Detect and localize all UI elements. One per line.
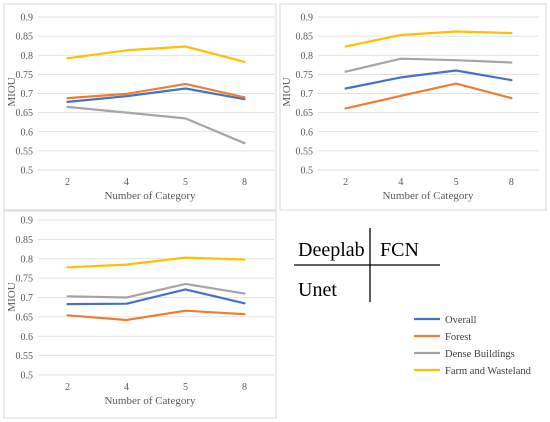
y-tick-label: 0.9 bbox=[301, 13, 314, 24]
series-lines bbox=[344, 30, 513, 110]
y-tick-label: 0.5 bbox=[21, 166, 34, 177]
series-line-forest bbox=[66, 82, 246, 100]
legend-label: Forest bbox=[445, 332, 471, 343]
y-tick-label: 0.5 bbox=[301, 166, 314, 177]
series-line-forest bbox=[344, 82, 513, 110]
model-key-table: Deeplab FCN Unet bbox=[294, 228, 440, 302]
series-line-farm-and-wasteland bbox=[66, 256, 246, 269]
series-line-overall bbox=[66, 87, 246, 104]
y-tick-label: 0.55 bbox=[296, 146, 314, 157]
series-line-farm-and-wasteland bbox=[344, 30, 513, 48]
y-tick-label: 0.55 bbox=[16, 351, 34, 362]
x-tick-labels: 2 4 5 8 bbox=[65, 382, 247, 393]
y-tick-label: 0.75 bbox=[16, 70, 34, 81]
series-line-overall bbox=[66, 288, 246, 306]
y-tick-label: 0.5 bbox=[21, 371, 34, 382]
legend-item: Overall bbox=[414, 315, 477, 326]
series-line-overall bbox=[344, 69, 513, 90]
chart-fcn: 0.9 0.85 0.8 0.75 0.7 0.65 0.6 0.55 0.5 2 4 5 8 MIO… bbox=[279, 3, 547, 211]
y-tick-labels: 0.9 0.85 0.8 0.75 0.7 0.65 0.6 0.55 0.5 bbox=[296, 13, 314, 177]
y-tick-label: 0.55 bbox=[16, 146, 34, 157]
y-tick-label: 0.85 bbox=[16, 235, 34, 246]
legend-label: Overall bbox=[445, 315, 477, 326]
y-tick-label: 0.75 bbox=[16, 274, 34, 285]
y-tick-label: 0.65 bbox=[16, 312, 34, 323]
x-tick-label: 2 bbox=[65, 177, 70, 188]
x-axis-label: Number of Category bbox=[104, 190, 196, 202]
legend-label: Farm and Wasteland bbox=[445, 366, 532, 377]
y-tick-label: 0.7 bbox=[21, 293, 34, 304]
series-line-forest bbox=[66, 309, 246, 322]
y-tick-label: 0.65 bbox=[296, 108, 314, 119]
legend-item: Farm and Wasteland bbox=[414, 366, 532, 377]
y-axis-label: MIOU bbox=[6, 282, 18, 311]
y-tick-label: 0.8 bbox=[21, 51, 34, 62]
x-tick-label: 5 bbox=[454, 177, 459, 188]
series-line-dense-buildings bbox=[66, 282, 246, 299]
chart-frame bbox=[3, 3, 277, 211]
y-tick-label: 0.6 bbox=[21, 332, 34, 343]
x-tick-label: 4 bbox=[398, 177, 403, 188]
series-line-dense-buildings bbox=[66, 105, 246, 145]
y-tick-label: 0.9 bbox=[21, 216, 34, 227]
x-tick-label: 5 bbox=[183, 382, 188, 393]
gridlines bbox=[38, 16, 274, 171]
y-tick-label: 0.8 bbox=[301, 51, 314, 62]
series-lines bbox=[66, 45, 246, 145]
y-tick-labels: 0.9 0.85 0.8 0.75 0.7 0.65 0.6 0.55 0.5 bbox=[16, 13, 34, 177]
x-axis-label: Number of Category bbox=[382, 190, 474, 202]
y-tick-label: 0.6 bbox=[301, 127, 314, 138]
legend-item: Forest bbox=[414, 332, 471, 343]
series-line-dense-buildings bbox=[344, 57, 513, 73]
y-axis-label: MIOU bbox=[6, 77, 18, 106]
chart-frame bbox=[279, 3, 547, 211]
x-tick-label: 2 bbox=[343, 177, 348, 188]
series-lines bbox=[66, 256, 246, 322]
x-tick-label: 8 bbox=[242, 382, 247, 393]
y-tick-labels: 0.9 0.85 0.8 0.75 0.7 0.65 0.6 0.55 0.5 bbox=[16, 216, 34, 382]
table-cell-deeplab: Deeplab bbox=[298, 239, 365, 261]
table-cell-fcn: FCN bbox=[380, 239, 419, 261]
gridlines bbox=[318, 16, 539, 171]
y-tick-label: 0.75 bbox=[296, 70, 314, 81]
chart-deeplab: 0.9 0.85 0.8 0.75 0.7 0.65 0.6 0.55 0.5 2 4 5 8 MIO… bbox=[3, 3, 277, 211]
legend: Overall Forest Dense Buildings Farm and … bbox=[414, 315, 532, 377]
chart-unet: 0.9 0.85 0.8 0.75 0.7 0.65 0.6 0.55 0.5 2 4 5 8 MIO… bbox=[3, 210, 277, 419]
table-cell-unet: Unet bbox=[298, 279, 337, 301]
chart-frame bbox=[3, 210, 277, 419]
y-tick-label: 0.85 bbox=[16, 32, 34, 43]
x-axis-label: Number of Category bbox=[104, 395, 196, 407]
y-tick-label: 0.85 bbox=[296, 32, 314, 43]
y-axis-label: MIOU bbox=[281, 77, 293, 106]
y-tick-label: 0.65 bbox=[16, 108, 34, 119]
x-tick-label: 4 bbox=[124, 382, 129, 393]
y-tick-label: 0.7 bbox=[301, 89, 314, 100]
x-tick-labels: 2 4 5 8 bbox=[343, 177, 514, 188]
legend-item: Dense Buildings bbox=[414, 349, 515, 360]
series-line-farm-and-wasteland bbox=[66, 45, 246, 63]
y-tick-label: 0.6 bbox=[21, 127, 34, 138]
y-tick-label: 0.9 bbox=[21, 13, 34, 24]
x-tick-label: 8 bbox=[242, 177, 247, 188]
y-tick-label: 0.8 bbox=[21, 254, 34, 265]
legend-label: Dense Buildings bbox=[445, 349, 515, 360]
x-tick-label: 4 bbox=[124, 177, 129, 188]
x-tick-label: 8 bbox=[509, 177, 514, 188]
x-tick-label: 5 bbox=[183, 177, 188, 188]
x-tick-labels: 2 4 5 8 bbox=[65, 177, 247, 188]
x-tick-label: 2 bbox=[65, 382, 70, 393]
y-tick-label: 0.7 bbox=[21, 89, 34, 100]
